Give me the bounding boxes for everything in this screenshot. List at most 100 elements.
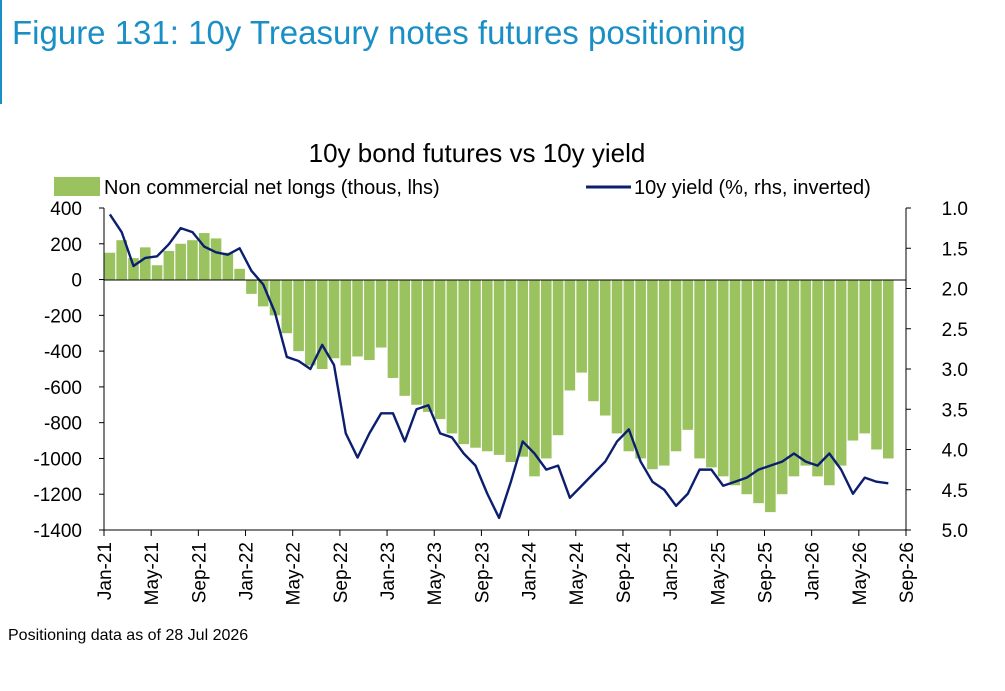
- x-tick-label: Sep-25: [755, 542, 776, 603]
- bar: [364, 279, 375, 361]
- left-tick-label: -600: [44, 378, 82, 399]
- x-tick-label: Sep-22: [331, 542, 352, 603]
- bar: [776, 279, 788, 495]
- bar: [529, 279, 540, 477]
- left-tick-label: -800: [44, 414, 82, 435]
- x-tick-label: May-21: [142, 542, 163, 605]
- bar: [151, 265, 163, 280]
- bar: [434, 279, 446, 420]
- bar: [647, 279, 658, 470]
- bar: [800, 279, 812, 466]
- bar: [611, 279, 623, 434]
- bar: [246, 279, 257, 294]
- bar: [564, 279, 576, 391]
- x-tick-label: May-23: [425, 542, 446, 605]
- line-layer: [108, 213, 889, 520]
- bar: [222, 252, 234, 280]
- right-tick-label: 4.5: [942, 481, 968, 502]
- bar: [812, 279, 823, 477]
- x-tick-label: Jan-22: [237, 542, 258, 600]
- bar: [257, 279, 269, 307]
- right-tick-label: 1.0: [942, 199, 968, 220]
- left-axis-ticks: 400 200 0 -200 -400 -600 -800 -1000 -1200 -1400: [33, 199, 104, 542]
- right-tick-label: 3.0: [942, 360, 968, 381]
- x-tick-label: Sep-21: [189, 542, 210, 603]
- x-tick-label: Sep-26: [897, 542, 918, 603]
- bar: [458, 279, 470, 445]
- legend: Non commercial net longs (thous, lhs) 10…: [54, 177, 871, 199]
- bar: [599, 279, 611, 416]
- legend-bar-swatch: [54, 177, 100, 196]
- left-tick-label: -1200: [33, 485, 82, 506]
- x-tick-label: Sep-24: [614, 542, 635, 604]
- x-tick-label: Jan-25: [661, 542, 682, 600]
- bar: [576, 279, 587, 373]
- bar: [399, 279, 411, 396]
- right-tick-label: 5.0: [942, 521, 968, 542]
- bar: [328, 279, 340, 359]
- bar: [883, 279, 894, 459]
- bar: [788, 279, 800, 477]
- left-tick-label: 400: [50, 199, 82, 220]
- x-tick-label: Sep-23: [472, 542, 493, 603]
- bar: [104, 252, 116, 280]
- x-tick-label: May-22: [284, 542, 305, 605]
- x-tick-label: May-26: [850, 542, 871, 605]
- bar: [694, 279, 705, 459]
- bar: [635, 279, 646, 459]
- bar: [423, 279, 434, 412]
- bar: [765, 279, 776, 513]
- bar: [128, 258, 139, 280]
- bar: [729, 279, 741, 486]
- x-tick-label: Jan-24: [520, 542, 541, 601]
- yield-line: [108, 213, 889, 520]
- right-tick-label: 2.0: [942, 280, 968, 301]
- bar: [717, 279, 729, 477]
- legend-line-label: 10y yield (%, rhs, inverted): [634, 177, 871, 199]
- bar: [623, 279, 635, 452]
- bar: [116, 240, 127, 280]
- bar: [387, 279, 399, 378]
- bar: [670, 279, 682, 452]
- right-tick-label: 4.0: [942, 441, 968, 462]
- bar: [470, 279, 481, 448]
- x-tick-label: May-25: [708, 542, 729, 605]
- bar: [281, 279, 293, 334]
- bar: [824, 279, 835, 486]
- bar: [269, 279, 281, 316]
- footnote: Positioning data as of 28 Jul 2026: [8, 627, 249, 644]
- chart-title: 10y bond futures vs 10y yield: [309, 138, 646, 168]
- bar: [493, 279, 505, 455]
- bar: [658, 279, 670, 466]
- bar: [505, 279, 517, 463]
- bar: [753, 279, 764, 504]
- left-tick-label: -400: [44, 342, 82, 363]
- bar: [482, 279, 493, 452]
- bar: [175, 243, 186, 280]
- bar: [588, 279, 599, 402]
- bar: [352, 279, 363, 357]
- bar: [871, 279, 882, 450]
- bar: [682, 279, 694, 430]
- bar: [540, 279, 552, 459]
- left-tick-label: -1400: [33, 521, 82, 542]
- bar: [517, 279, 528, 457]
- bar: [316, 279, 328, 369]
- bar: [210, 238, 222, 280]
- right-tick-label: 1.5: [942, 239, 968, 260]
- bar: [163, 250, 175, 280]
- bar: [706, 279, 717, 468]
- x-tick-label: May-24: [567, 542, 588, 606]
- bar: [859, 279, 871, 434]
- left-tick-label: 0: [71, 271, 82, 292]
- bar: [340, 279, 352, 366]
- legend-bars-label: Non commercial net longs (thous, lhs): [104, 177, 440, 199]
- x-axis-ticks: Jan-21 May-21 Sep-21 Jan-22 May-22 Sep-22 Jan-…: [95, 530, 918, 605]
- x-tick-label: Jan-26: [803, 542, 824, 600]
- bar: [305, 279, 316, 366]
- right-tick-label: 2.5: [942, 320, 968, 341]
- x-tick-label: Jan-21: [95, 542, 116, 600]
- bars-layer: [104, 233, 894, 513]
- bar: [293, 279, 304, 352]
